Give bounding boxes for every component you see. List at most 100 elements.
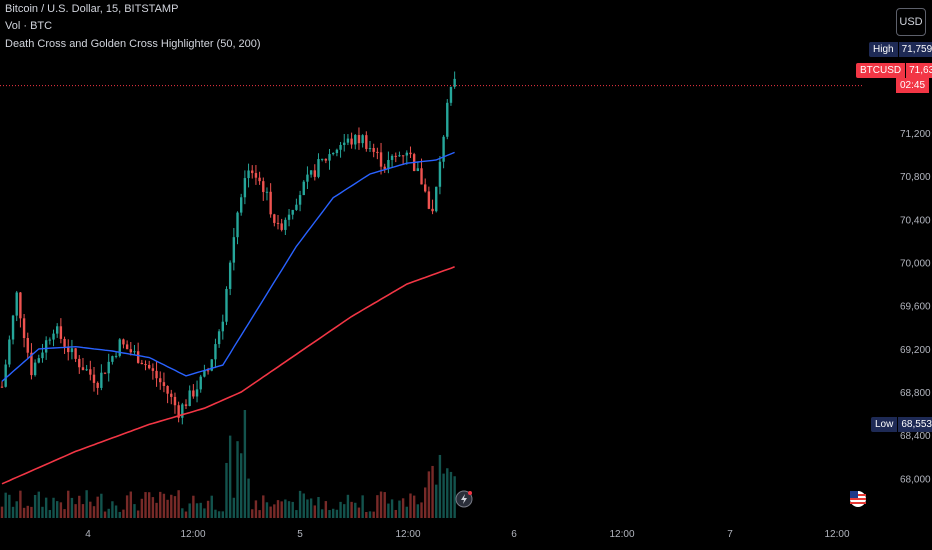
candle: [324, 158, 328, 164]
volume-bar: [221, 511, 224, 518]
candle: [284, 217, 287, 235]
volume-bar: [210, 495, 213, 518]
volume-bar: [416, 504, 420, 518]
candle: [449, 86, 453, 106]
volume-bar: [125, 495, 129, 518]
volume-bar: [302, 493, 305, 518]
volume-bar: [4, 492, 7, 518]
candle: [276, 215, 280, 230]
legend-indicator[interactable]: Death Cross and Golden Cross Highlighter…: [5, 38, 261, 50]
x-tick-label: 12:00: [395, 529, 420, 540]
volume-bar: [41, 506, 44, 518]
candle: [4, 359, 7, 388]
candle: [114, 352, 118, 359]
candle: [269, 183, 272, 218]
candle: [63, 336, 66, 355]
volume-bar: [159, 491, 162, 518]
symbol-label: BTCUSD: [856, 63, 906, 78]
candle: [438, 156, 442, 195]
candle: [96, 381, 99, 395]
volume-bar: [258, 510, 261, 518]
volume-bar: [44, 497, 48, 518]
candle: [151, 363, 155, 380]
candle: [19, 291, 22, 328]
y-tick-label: 70,000: [900, 259, 931, 270]
candle: [52, 329, 55, 347]
candle: [379, 142, 383, 175]
volume-bar: [67, 490, 70, 518]
candle: [394, 152, 397, 163]
volume-bar: [26, 505, 29, 518]
legend-symbol[interactable]: Bitcoin / U.S. Dollar, 15, BITSTAMP: [5, 3, 179, 15]
candle: [273, 213, 276, 227]
candle: [22, 314, 26, 348]
volume-bar: [265, 502, 269, 518]
candle: [306, 166, 309, 189]
volume-bar: [151, 497, 155, 518]
volume-bar: [354, 502, 357, 518]
candle: [166, 385, 169, 404]
lightning-icon[interactable]: [455, 490, 473, 508]
time-axis[interactable]: 4 12:00 5 12:00 6 12:00 7 12:00: [85, 529, 850, 540]
candle: [254, 165, 258, 185]
candle: [390, 154, 394, 168]
candle: [74, 348, 77, 363]
volume-bar: [214, 509, 217, 518]
candle: [118, 338, 121, 358]
candle: [357, 127, 361, 150]
volume-bar: [284, 499, 287, 518]
volume-bar: [405, 506, 408, 518]
candle: [15, 290, 18, 322]
candle: [11, 314, 15, 345]
candle: [56, 323, 59, 338]
volume-bar: [100, 493, 103, 518]
volume-bar: [107, 508, 110, 518]
volume-bar: [236, 441, 239, 518]
candle: [30, 343, 33, 380]
candle: [365, 131, 368, 152]
legend-volume[interactable]: Vol · BTC: [5, 20, 53, 32]
candle: [420, 158, 423, 185]
volume-bar: [217, 511, 221, 518]
candle: [339, 141, 342, 158]
candle: [295, 198, 298, 211]
candle: [173, 392, 177, 414]
volume-bar: [317, 497, 320, 518]
volume-bar: [37, 491, 40, 518]
volume-bar: [192, 495, 195, 518]
y-tick-label: 68,400: [900, 431, 931, 442]
volume-bar: [70, 497, 74, 518]
volume-bar: [162, 493, 166, 518]
candle: [328, 148, 331, 170]
x-tick-label: 12:00: [609, 529, 634, 540]
volume-bar: [335, 509, 339, 518]
candle: [354, 133, 357, 150]
candle: [313, 164, 316, 181]
volume-bar: [92, 506, 96, 518]
volume-bar: [339, 501, 342, 518]
us-flag-icon[interactable]: [850, 491, 866, 507]
volume-bar: [78, 495, 81, 518]
x-tick-label: 7: [727, 529, 733, 540]
candle: [309, 170, 313, 178]
volume-bar: [332, 508, 335, 518]
volume-bar: [291, 501, 294, 518]
volume-bar: [453, 476, 456, 518]
volume-bar: [287, 501, 291, 518]
volume-bar: [173, 496, 177, 518]
currency-button[interactable]: USD: [896, 8, 926, 36]
volume-bar: [298, 490, 302, 518]
volume-bar: [48, 510, 52, 518]
y-tick-label: 68,800: [900, 388, 931, 399]
volume-bar: [170, 494, 173, 518]
price-axis[interactable]: 68,000 68,400 68,800 69,200 69,600 70,000 70,4…: [900, 129, 931, 485]
ma-200-line: [1, 266, 455, 485]
high-price-tag: High 71,759: [869, 42, 932, 57]
volume-bar: [424, 487, 427, 518]
candle: [103, 372, 107, 375]
volume-bar: [136, 510, 140, 518]
volume-bar: [361, 495, 364, 518]
candle: [129, 341, 132, 356]
volume-bar: [206, 500, 210, 518]
